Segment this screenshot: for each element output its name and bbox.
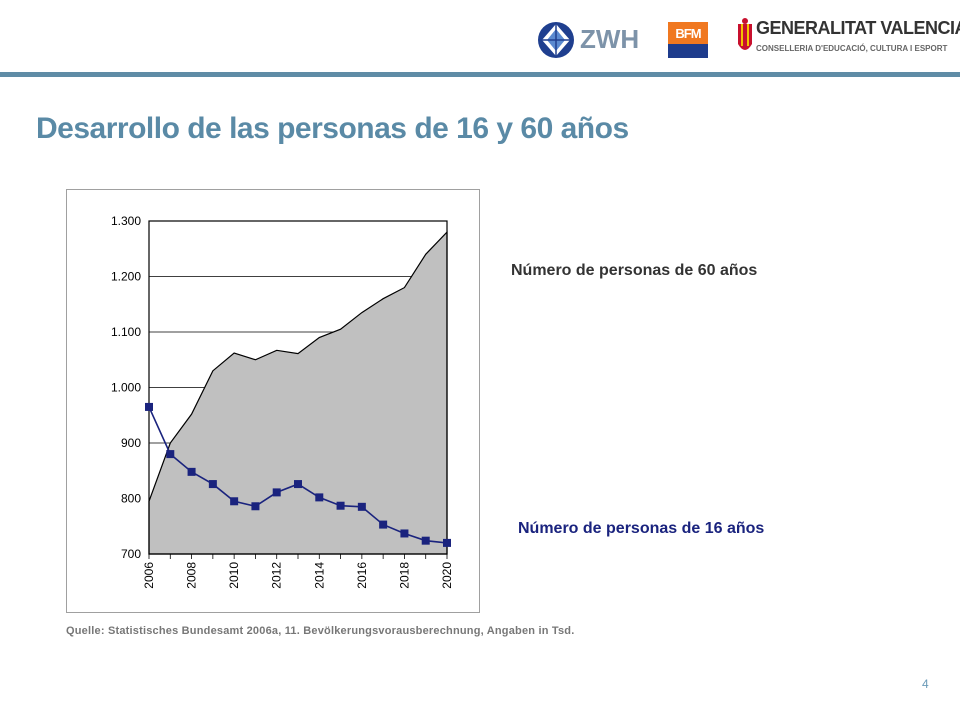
chart-frame: 700 800 900 1.000 1.100 1.200 1.300 2006 2008 20… [66, 189, 480, 613]
source-note: Quelle: Statistisches Bundesamt 2006a, 1… [66, 625, 575, 637]
y-tick-labels: 700 800 900 1.000 1.100 1.200 1.300 [111, 214, 141, 561]
x-tick-label: 2020 [440, 562, 454, 589]
series-16-marker [336, 501, 345, 510]
series-16-marker [230, 497, 239, 506]
x-tick-marks [148, 554, 448, 559]
generalitat-logo: GENERALITAT VALENCIANA CONSELLERIA D'EDU… [736, 18, 960, 62]
bfm-logo: BFM [668, 22, 708, 58]
x-tick-labels: 2006 2008 2010 2012 2014 2016 2018 2020 [142, 562, 454, 589]
series-16-marker [166, 450, 175, 459]
generalitat-name: GENERALITAT VALENCIANA [756, 18, 960, 38]
series-16-marker [379, 520, 388, 529]
series-16-marker [251, 502, 260, 511]
series-16-marker [400, 529, 409, 538]
y-tick-label: 1.100 [111, 325, 141, 339]
series-16-marker [443, 538, 451, 547]
x-tick-label: 2010 [227, 562, 241, 589]
zwh-logo: ZWH [536, 18, 640, 62]
series-16-marker [357, 502, 366, 511]
header-divider [0, 72, 960, 77]
series-16-marker [421, 536, 430, 545]
series-16-marker [315, 493, 324, 502]
x-tick-label: 2006 [142, 562, 156, 589]
series-16-marker [208, 480, 217, 489]
zwh-globe-icon [538, 22, 574, 58]
generalitat-crest-icon [738, 18, 752, 50]
y-tick-label: 1.300 [111, 214, 141, 228]
x-tick-label: 2012 [270, 562, 284, 589]
y-tick-label: 800 [121, 492, 141, 506]
series-16-marker [294, 480, 302, 489]
series-16-marker [145, 402, 153, 411]
y-tick-label: 700 [121, 547, 141, 561]
y-tick-label: 900 [121, 436, 141, 450]
series-16-marker [272, 488, 281, 497]
x-tick-label: 2016 [355, 562, 369, 589]
y-tick-label: 1.000 [111, 381, 141, 395]
bfm-logo-text: BFM [675, 26, 701, 41]
page-title: Desarrollo de las personas de 16 y 60 añ… [36, 112, 629, 145]
x-tick-label: 2014 [312, 562, 326, 589]
y-tick-label: 1.200 [111, 270, 141, 284]
x-tick-label: 2008 [185, 562, 199, 589]
bfm-logo-bar [668, 44, 708, 58]
series-60-area [148, 230, 448, 555]
series-60-label: Número de personas de 60 años [511, 262, 758, 279]
series-16-marker [187, 467, 196, 476]
header-logos: ZWH BFM GENERALITAT VALENCIANA CONSELLER… [0, 14, 960, 64]
series-16-markers [145, 402, 451, 547]
series-16-label: Número de personas de 16 años [518, 520, 765, 537]
x-tick-label: 2018 [397, 562, 411, 589]
page-number: 4 [922, 677, 929, 691]
generalitat-subtitle: CONSELLERIA D'EDUCACIÓ, CULTURA I ESPORT [756, 44, 948, 53]
zwh-logo-text: ZWH [580, 24, 640, 54]
